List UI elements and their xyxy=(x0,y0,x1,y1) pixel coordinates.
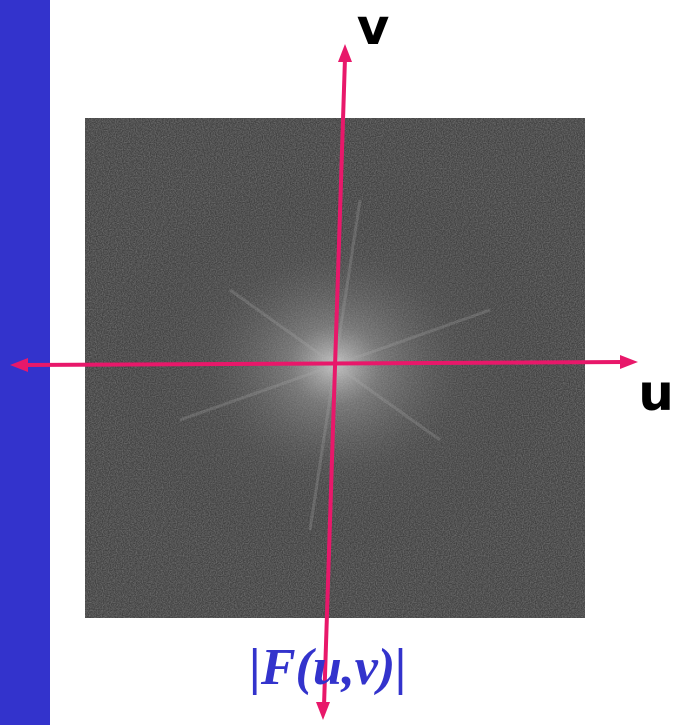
u-label: u xyxy=(638,364,674,422)
u-arrow-head xyxy=(620,355,638,369)
caption: |F(u,v)| xyxy=(249,639,406,696)
v-arrow-head xyxy=(338,44,352,62)
v-label: v xyxy=(357,0,390,56)
slide: v u |F(u,v)| xyxy=(0,0,675,725)
v-arrow-tail xyxy=(316,702,330,720)
page: v u |F(u,v)| (() => { const data = JSON.… xyxy=(0,0,675,725)
